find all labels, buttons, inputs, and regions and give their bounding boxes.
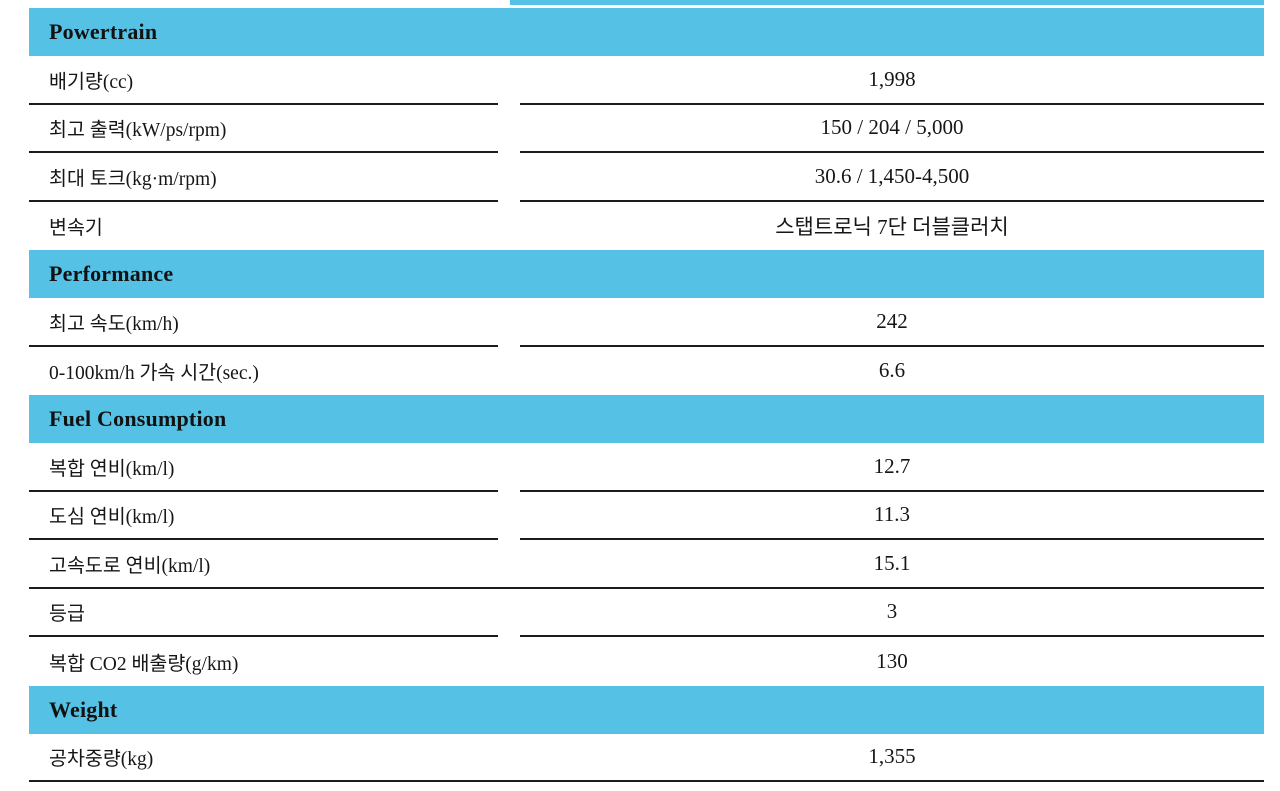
spec-label-cell: 변속기	[29, 202, 498, 251]
spec-label: 변속기	[49, 218, 103, 240]
spec-value: 1,355	[868, 744, 916, 769]
section-title: Weight	[49, 696, 118, 722]
spec-label: 배기량(cc)	[49, 71, 134, 93]
section-title: Powertrain	[49, 19, 158, 44]
section-header-fuel-consumption: Fuel Consumption	[29, 395, 1264, 443]
spec-row: 최고 속도(km/h) 242	[29, 298, 1264, 347]
spec-value-cell: 12.7	[520, 443, 1264, 492]
spec-value: 3	[886, 599, 898, 624]
spec-label-cell: 등급	[29, 589, 498, 637]
column-gap	[498, 105, 520, 154]
spec-value-cell: 스탭트로닉 7단 더블클러치	[520, 202, 1264, 251]
spec-value-cell: 150 / 204 / 5,000	[520, 105, 1264, 153]
column-gap	[498, 589, 520, 638]
section-title: Performance	[49, 261, 174, 286]
spec-row: 공차중량(kg) 1,355	[29, 734, 1264, 782]
column-gap	[498, 202, 520, 251]
column-gap	[498, 540, 520, 587]
column-gap	[498, 347, 520, 396]
spec-row: 최고 출력(kW/ps/rpm) 150 / 204 / 5,000	[29, 105, 1264, 154]
spec-value: 11.3	[874, 502, 910, 527]
spec-label-cell: 복합 연비(km/l)	[29, 443, 498, 492]
spec-label: 고속도로 연비(km/l)	[49, 555, 211, 577]
spec-row: 배기량(cc) 1,998	[29, 56, 1264, 105]
spec-value-cell: 11.3	[520, 492, 1264, 540]
spec-label: 복합 연비(km/l)	[49, 458, 175, 480]
spec-value-cell: 1,998	[520, 56, 1264, 105]
spec-label-cell: 0-100km/h 가속 시간(sec.)	[29, 347, 498, 396]
spec-label: 등급	[49, 604, 85, 626]
column-gap	[498, 492, 520, 541]
spec-label-cell: 최대 토크(kg·m/rpm)	[29, 153, 498, 202]
spec-label: 0-100km/h 가속 시간(sec.)	[49, 363, 259, 385]
spec-value-cell: 15.1	[520, 540, 1264, 587]
spec-label-cell: 도심 연비(km/l)	[29, 492, 498, 540]
previous-section-strip	[510, 0, 1264, 5]
spec-row: 변속기 스탭트로닉 7단 더블클러치	[29, 202, 1264, 251]
spec-value: 242	[876, 308, 908, 333]
spec-row: 도심 연비(km/l) 11.3	[29, 492, 1264, 541]
section-header-powertrain: Powertrain	[29, 8, 1264, 56]
spec-value-cell: 1,355	[520, 734, 1264, 781]
spec-label-cell: 최고 속도(km/h)	[29, 298, 498, 347]
spec-label-cell: 고속도로 연비(km/l)	[29, 540, 498, 587]
spec-value: 15.1	[873, 550, 911, 575]
spec-value-cell: 30.6 / 1,450-4,500	[520, 153, 1264, 202]
spec-label: 최고 출력(kW/ps/rpm)	[49, 120, 227, 142]
spec-label: 도심 연비(km/l)	[49, 507, 175, 529]
spec-label-cell: 최고 출력(kW/ps/rpm)	[29, 105, 498, 153]
spec-row: 복합 CO2 배출량(g/km) 130	[29, 637, 1264, 686]
column-gap	[498, 298, 520, 347]
spec-value: 스탭트로닉 7단 더블클러치	[775, 214, 1009, 239]
spec-label: 공차중량(kg)	[49, 749, 154, 771]
spec-value-cell: 130	[520, 637, 1264, 686]
spec-value: 130	[876, 648, 908, 673]
spec-value: 1,998	[868, 66, 916, 91]
section-title: Fuel Consumption	[49, 406, 227, 431]
spec-value: 12.7	[873, 453, 911, 478]
spec-row: 최대 토크(kg·m/rpm) 30.6 / 1,450-4,500	[29, 153, 1264, 202]
spec-value-cell: 3	[520, 589, 1264, 637]
column-gap	[498, 153, 520, 202]
spec-label: 최대 토크(kg·m/rpm)	[49, 168, 217, 190]
column-gap	[498, 443, 520, 492]
spec-row: 복합 연비(km/l) 12.7	[29, 443, 1264, 492]
spec-row: 0-100km/h 가속 시간(sec.) 6.6	[29, 347, 1264, 396]
spec-table: Powertrain 배기량(cc) 1,998 최고 출력(kW/ps/rpm…	[29, 8, 1264, 782]
section-header-performance: Performance	[29, 250, 1264, 298]
spec-label-cell: 배기량(cc)	[29, 56, 498, 105]
spec-value: 150 / 204 / 5,000	[820, 115, 964, 140]
spec-row: 고속도로 연비(km/l) 15.1	[29, 540, 1264, 589]
spec-label-cell: 공차중량(kg)	[29, 734, 498, 781]
spec-value: 30.6 / 1,450-4,500	[814, 163, 970, 188]
column-gap	[498, 56, 520, 105]
spec-value: 6.6	[878, 358, 906, 383]
column-gap	[498, 734, 520, 781]
spec-label: 복합 CO2 배출량(g/km)	[49, 653, 239, 675]
spec-value-cell: 242	[520, 298, 1264, 347]
section-header-weight: Weight	[29, 685, 1264, 734]
spec-label: 최고 속도(km/h)	[49, 313, 179, 335]
column-gap	[498, 637, 520, 686]
spec-row: 등급 3	[29, 589, 1264, 638]
spec-label-cell: 복합 CO2 배출량(g/km)	[29, 637, 498, 686]
spec-value-cell: 6.6	[520, 347, 1264, 396]
